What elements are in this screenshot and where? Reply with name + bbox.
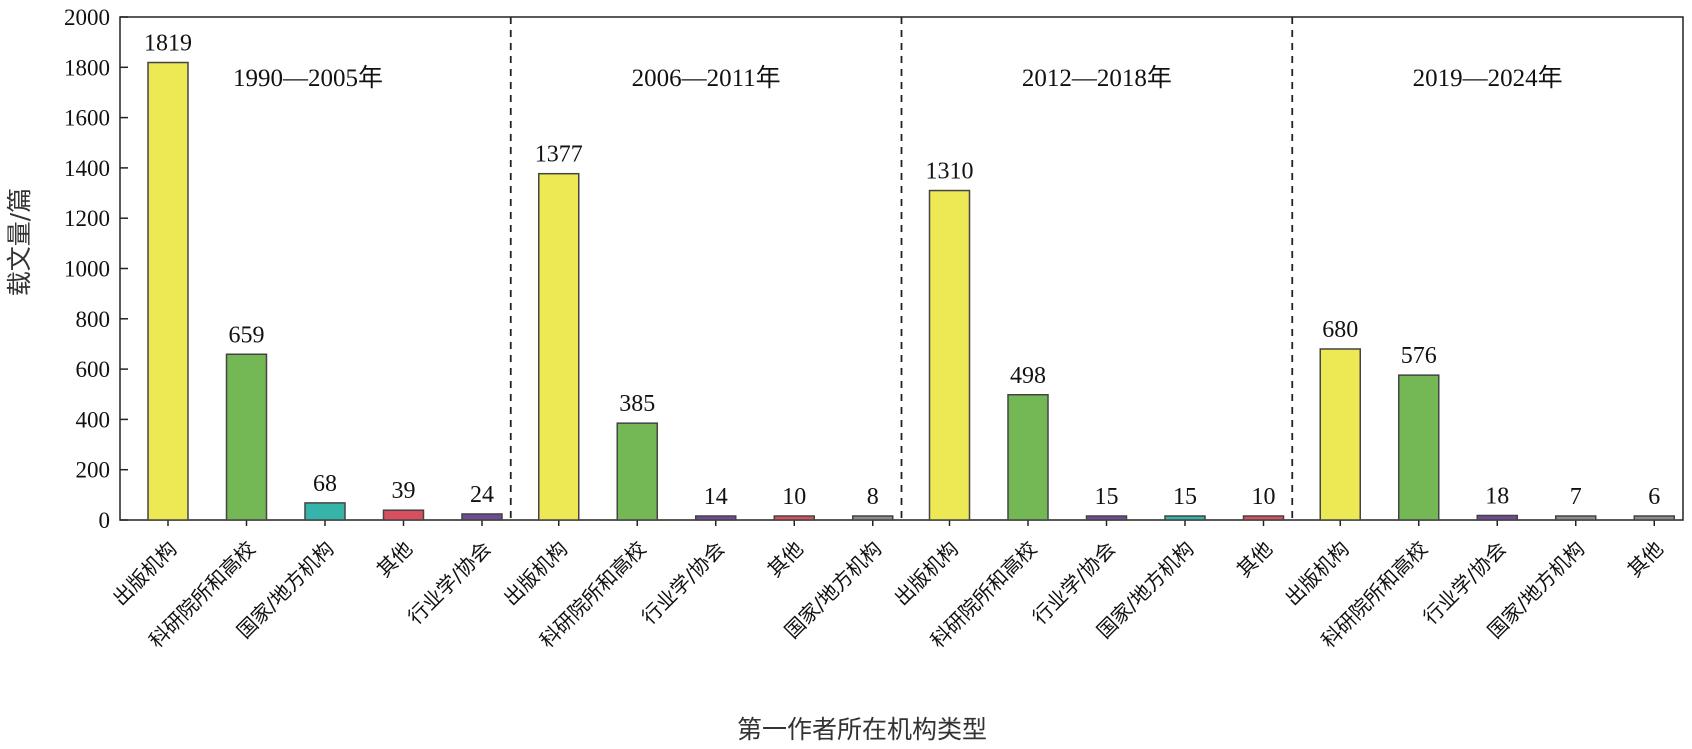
period-label: 2019—2024年 — [1413, 64, 1563, 92]
data-label: 659 — [229, 322, 265, 348]
category-label: 其他 — [763, 537, 808, 582]
data-label: 6 — [1648, 484, 1660, 510]
data-label: 498 — [1010, 363, 1046, 389]
data-label: 7 — [1570, 484, 1582, 510]
data-label: 1377 — [535, 142, 583, 168]
data-label: 8 — [867, 484, 879, 510]
y-tick-label: 1000 — [64, 257, 110, 282]
bars-layer — [147, 61, 1675, 521]
category-label: 其他 — [1623, 537, 1668, 582]
bar — [1633, 515, 1675, 521]
axis-layer: 0 200 400 600 800 1000 1200 1400 1600 1800 2000 — [64, 5, 1684, 533]
category-label: 出版机构 — [1280, 537, 1354, 611]
y-tick-label: 200 — [76, 458, 111, 483]
bar — [616, 422, 658, 521]
bar — [695, 515, 737, 521]
bar — [928, 189, 971, 521]
bar — [461, 513, 503, 521]
y-tick-label: 400 — [76, 407, 111, 432]
data-label: 68 — [313, 471, 337, 497]
bar — [852, 515, 894, 521]
bar — [382, 509, 425, 521]
y-tick-label: 1400 — [64, 156, 110, 181]
bar — [1242, 515, 1285, 521]
bar — [304, 502, 346, 521]
data-label: 39 — [392, 478, 416, 504]
y-tick-label: 1200 — [64, 206, 110, 231]
data-label: 14 — [704, 484, 728, 510]
category-label: 出版机构 — [108, 537, 182, 611]
category-label: 其他 — [372, 537, 417, 582]
data-label: 18 — [1485, 483, 1509, 509]
period-label: 1990—2005年 — [233, 64, 383, 92]
data-label: 1310 — [926, 159, 974, 185]
category-label: 出版机构 — [499, 537, 573, 611]
y-tick-label: 0 — [99, 508, 111, 533]
bar — [1007, 394, 1049, 521]
data-label: 15 — [1173, 484, 1197, 510]
x-axis-title: 第一作者所在机构类型 — [737, 715, 987, 744]
bar — [225, 353, 268, 521]
period-label: 2006—2011年 — [632, 64, 781, 92]
data-label: 15 — [1095, 484, 1119, 510]
bar — [1398, 374, 1440, 521]
data-label: 24 — [470, 482, 494, 508]
category-label: 其他 — [1232, 537, 1277, 582]
bar — [1164, 515, 1206, 521]
category-label: 行业学/协会 — [403, 537, 495, 629]
data-label: 385 — [619, 391, 655, 417]
bar — [538, 172, 580, 521]
bar — [773, 515, 815, 521]
y-tick-label: 2000 — [64, 5, 110, 30]
bar — [1085, 515, 1128, 521]
data-label: 1819 — [144, 31, 192, 57]
data-label: 680 — [1322, 317, 1358, 343]
y-tick-label: 800 — [76, 307, 111, 332]
bar — [1555, 515, 1597, 521]
y-axis-title: 载文量/篇 — [5, 188, 34, 296]
y-tick-label: 1600 — [64, 106, 110, 131]
y-tick-label: 600 — [76, 357, 111, 382]
labels-layer: 1990—2005年1819出版机构659科研院所和高校68国家/地方机构39其… — [108, 31, 1668, 653]
data-label: 576 — [1401, 343, 1437, 369]
category-label: 行业学/协会 — [637, 537, 729, 629]
period-label: 2012—2018年 — [1022, 64, 1172, 92]
category-label: 出版机构 — [889, 537, 963, 611]
bar — [1319, 348, 1361, 521]
y-tick-label: 1800 — [64, 55, 110, 80]
bar — [1476, 514, 1518, 521]
data-label: 10 — [782, 484, 806, 510]
data-label: 10 — [1252, 484, 1276, 510]
bar — [147, 61, 189, 521]
